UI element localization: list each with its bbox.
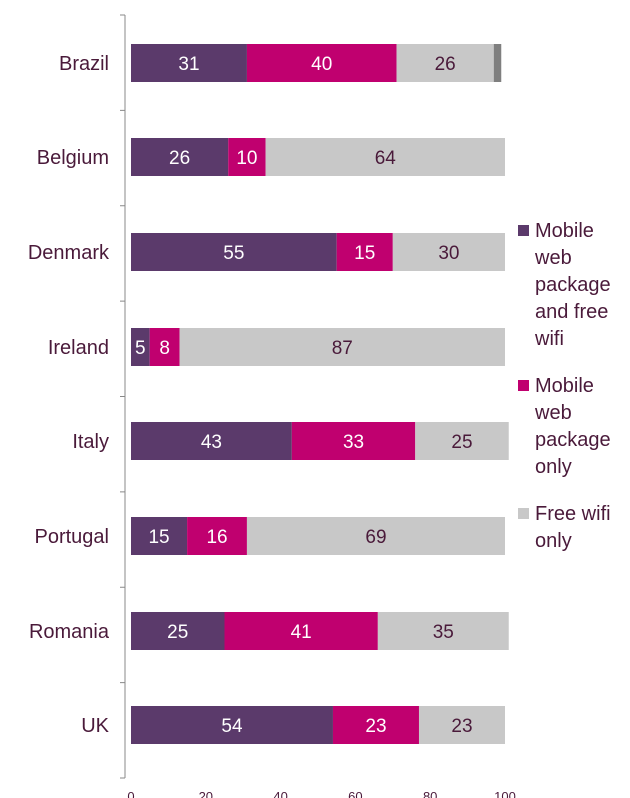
data-label: 16 — [206, 527, 227, 548]
x-tick-label: 100 — [494, 789, 516, 798]
data-label: 15 — [148, 527, 169, 548]
bar-segment — [265, 138, 505, 176]
category-label: Italy — [72, 431, 109, 453]
bar-segment — [377, 612, 509, 650]
x-tick-label: 0 — [127, 789, 134, 798]
category-label: Portugal — [35, 526, 110, 548]
data-label: 43 — [201, 432, 222, 453]
bar-segment — [179, 328, 505, 366]
data-label: 5 — [135, 338, 146, 359]
data-label: 26 — [169, 148, 190, 169]
x-tick-label: 20 — [199, 789, 213, 798]
legend-item: Free wifi only — [518, 501, 630, 555]
data-label: 64 — [375, 148, 397, 169]
bar-segment — [392, 233, 505, 271]
bar-segment — [187, 517, 247, 555]
bar-segment — [246, 517, 505, 555]
bar-segment — [246, 44, 397, 82]
bar-segment — [131, 422, 292, 460]
bar-segment — [418, 706, 505, 744]
data-label: 8 — [159, 338, 170, 359]
legend-swatch — [518, 380, 529, 391]
bar-segment — [131, 706, 333, 744]
data-label: 54 — [221, 716, 243, 737]
bar-segment — [291, 422, 416, 460]
legend-item: Mobile web package and free wifi — [518, 218, 630, 353]
data-label: 25 — [451, 432, 472, 453]
data-label: 26 — [435, 54, 456, 75]
legend-swatch — [518, 225, 529, 236]
category-label: Brazil — [59, 53, 109, 75]
bar-segment — [332, 706, 419, 744]
data-label: 23 — [451, 716, 472, 737]
legend-label: Mobile web package and free wifi — [535, 220, 611, 350]
data-label: 69 — [365, 527, 386, 548]
data-label: 31 — [178, 54, 199, 75]
x-tick-label: 40 — [273, 789, 287, 798]
data-label: 25 — [167, 622, 188, 643]
category-label: UK — [81, 715, 109, 737]
x-tick-label: 80 — [423, 789, 437, 798]
bar-segment — [131, 328, 150, 366]
bar-segment — [131, 612, 225, 650]
data-label: 15 — [354, 243, 375, 264]
bar-segment — [131, 44, 247, 82]
bar-segment — [415, 422, 509, 460]
data-label: 87 — [332, 338, 353, 359]
bar-segment — [336, 233, 393, 271]
data-label: 33 — [343, 432, 364, 453]
category-label: Ireland — [48, 337, 109, 359]
bar-segment — [493, 44, 502, 82]
legend: Mobile web package and free wifi Mobile … — [518, 218, 630, 575]
data-label: 41 — [291, 622, 312, 643]
data-label: 35 — [433, 622, 454, 643]
x-tick-label: 60 — [348, 789, 362, 798]
legend-label: Mobile web package only — [535, 375, 611, 478]
bar-segment — [131, 138, 229, 176]
data-label: 40 — [311, 54, 332, 75]
data-label: 55 — [223, 243, 244, 264]
category-label: Denmark — [28, 242, 110, 264]
legend-item: Mobile web package only — [518, 373, 630, 481]
bar-segment — [228, 138, 266, 176]
data-label: 10 — [236, 148, 257, 169]
category-label: Romania — [29, 621, 110, 643]
legend-swatch — [518, 508, 529, 519]
category-label: Belgium — [37, 147, 109, 169]
bar-segment — [131, 233, 337, 271]
bar-segment — [224, 612, 378, 650]
bar-segment — [131, 517, 188, 555]
bar-segment — [149, 328, 180, 366]
bar-segment — [396, 44, 494, 82]
legend-label: Free wifi only — [535, 503, 611, 552]
data-label: 23 — [365, 716, 386, 737]
data-label: 30 — [438, 243, 459, 264]
